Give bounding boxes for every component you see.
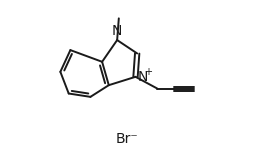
Text: N: N [112,24,122,38]
Text: +: + [144,67,152,77]
Text: N: N [138,70,149,84]
Text: Br⁻: Br⁻ [116,132,139,146]
